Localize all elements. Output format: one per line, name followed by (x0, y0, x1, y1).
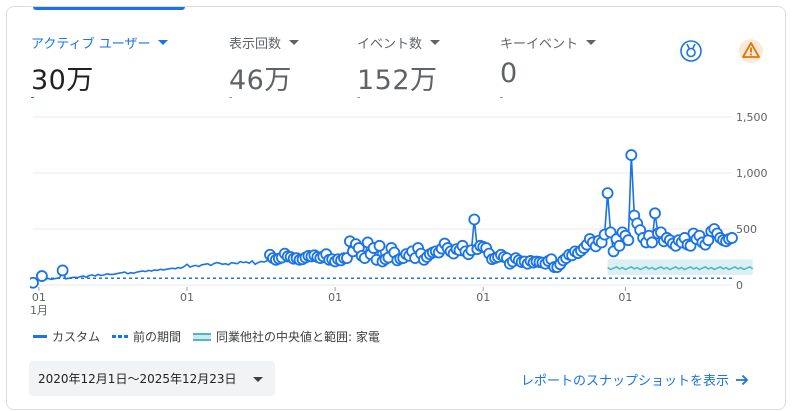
data-point (56, 264, 69, 277)
caret-down-icon (253, 377, 263, 382)
data-point (613, 239, 626, 252)
metric-label: イベント数 (357, 33, 441, 52)
data-point (726, 232, 738, 244)
y-tick-label: 1,500 (736, 111, 768, 124)
metric-label: アクティブ ユーザー (31, 33, 169, 52)
caret-down-icon (430, 40, 441, 45)
metric-value: 46万 (229, 65, 292, 96)
legend-swatch-band (193, 332, 212, 341)
legend-item-custom: カスタム (33, 328, 100, 345)
date-range-text: 2020年12月1日〜2025年12月23日 (38, 372, 237, 386)
data-point (35, 270, 48, 282)
x-tick-label: 01 (618, 291, 632, 304)
active-tab-indicator (33, 7, 185, 10)
view-snapshot-link[interactable]: レポートのスナップショットを表示 (521, 370, 749, 389)
x-tick-label: 01 (328, 291, 342, 304)
legend-item-previous: 前の期間 (112, 328, 181, 345)
arrow-right-icon (736, 374, 749, 385)
y-tick-label: 1,000 (736, 167, 768, 180)
legend-label: カスタム (52, 330, 101, 344)
x-tick-label: 01 (32, 291, 46, 304)
metric-label: 表示回数 (229, 33, 300, 52)
insights-badge-icon[interactable] (677, 37, 705, 65)
metric-label-text: 表示回数 (229, 37, 282, 52)
metric-active-users[interactable]: アクティブ ユーザー 30万 (31, 33, 169, 98)
x-tick-label: 01 (476, 291, 490, 304)
metric-label-text: アクティブ ユーザー (31, 37, 151, 52)
caret-down-icon (586, 40, 597, 45)
metric-value: 152万 (357, 65, 438, 96)
legend-label: 同業他社の中央値と範囲: 家電 (216, 330, 380, 344)
warning-triangle-icon[interactable] (737, 37, 765, 65)
legend-item-benchmark: 同業他社の中央値と範囲: 家電 (193, 328, 380, 345)
metric-views[interactable]: 表示回数 46万 (229, 33, 300, 98)
metric-event-count[interactable]: イベント数 152万 (357, 33, 441, 98)
x-tick-label: 01 (180, 291, 194, 304)
metric-sparkline-stub (357, 97, 360, 98)
legend-swatch-solid (33, 335, 47, 338)
metric-label-text: イベント数 (357, 37, 423, 52)
y-tick-label: 500 (736, 223, 757, 236)
metric-label-text: キーイベント (500, 37, 579, 52)
data-point (622, 234, 635, 247)
data-point (649, 207, 661, 220)
benchmark-range-band (607, 259, 753, 275)
data-point (625, 149, 638, 161)
metric-sparkline-stub (500, 97, 503, 98)
snapshot-link-text: レポートのスナップショットを表示 (521, 374, 730, 389)
legend-label: 前の期間 (133, 330, 182, 344)
metric-value: 0 (500, 58, 518, 89)
metric-sparkline-stub (229, 97, 232, 98)
benchmark-median-line (607, 266, 754, 271)
data-point (373, 239, 386, 252)
caret-down-icon (158, 40, 169, 45)
y-tick-label: 0 (736, 279, 743, 292)
caret-down-icon (289, 40, 300, 45)
data-point (468, 213, 481, 226)
metric-key-events[interactable]: キーイベント 0 (500, 33, 597, 98)
x-tick-label: 1月 (30, 304, 48, 317)
data-point (601, 187, 614, 200)
metric-label: キーイベント (500, 33, 597, 52)
data-point (646, 236, 658, 249)
date-range-picker[interactable]: 2020年12月1日〜2025年12月23日 (29, 361, 275, 396)
metric-sparkline-stub (31, 97, 34, 98)
legend-swatch-dashed (112, 335, 129, 338)
chart-legend: カスタム 前の期間 同業他社の中央値と範囲: 家電 (33, 328, 392, 345)
data-point (30, 276, 39, 289)
metric-value: 30万 (31, 65, 94, 96)
